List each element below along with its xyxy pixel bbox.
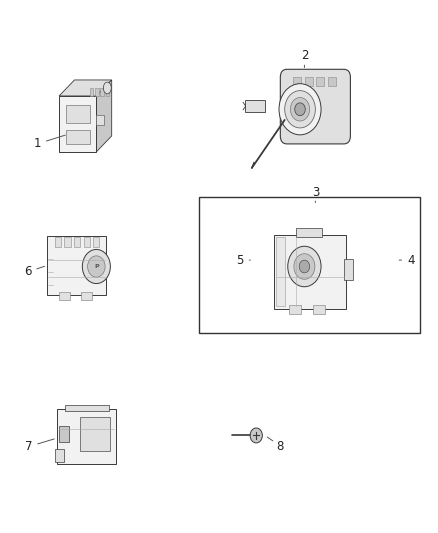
Circle shape (82, 249, 110, 284)
Bar (106, 88, 109, 96)
Text: 3: 3 (312, 187, 319, 199)
Bar (276, 237, 285, 306)
Bar (93, 237, 99, 247)
Polygon shape (66, 105, 90, 123)
Bar (289, 305, 301, 314)
Bar (95, 88, 99, 96)
Polygon shape (66, 130, 90, 144)
Text: 7: 7 (25, 439, 54, 453)
Polygon shape (59, 80, 112, 96)
Bar (328, 77, 336, 86)
Bar (316, 77, 324, 86)
Bar (59, 426, 69, 442)
Bar (59, 292, 70, 300)
Polygon shape (245, 100, 265, 112)
Polygon shape (96, 80, 112, 152)
Circle shape (250, 428, 262, 443)
FancyBboxPatch shape (47, 236, 106, 295)
FancyBboxPatch shape (274, 235, 346, 309)
Bar (199, 197, 420, 333)
Circle shape (299, 260, 310, 273)
Bar (55, 237, 61, 247)
Bar (84, 237, 90, 247)
Bar (81, 292, 92, 300)
Bar (296, 228, 322, 237)
Bar (313, 305, 325, 314)
Bar (55, 449, 64, 462)
Text: P: P (94, 264, 99, 269)
Circle shape (88, 256, 105, 277)
Bar (344, 259, 353, 280)
Text: 5: 5 (237, 254, 251, 266)
Text: 1: 1 (33, 135, 65, 150)
Circle shape (279, 84, 321, 135)
FancyBboxPatch shape (57, 409, 116, 464)
Ellipse shape (103, 82, 111, 94)
Circle shape (295, 103, 305, 116)
Bar (80, 417, 110, 451)
Bar (64, 237, 71, 247)
FancyBboxPatch shape (280, 69, 350, 144)
Circle shape (285, 91, 315, 128)
Circle shape (290, 98, 310, 121)
Text: 8: 8 (276, 440, 283, 453)
Bar (305, 77, 313, 86)
Bar (293, 77, 301, 86)
Text: 6: 6 (24, 265, 45, 278)
Text: 4: 4 (399, 254, 415, 266)
Bar (90, 88, 93, 96)
Bar (74, 237, 80, 247)
Bar (65, 405, 109, 411)
Polygon shape (59, 96, 96, 152)
Circle shape (288, 246, 321, 287)
Bar (96, 115, 104, 125)
Circle shape (294, 254, 315, 279)
Bar (100, 88, 104, 96)
Text: 2: 2 (300, 50, 308, 62)
